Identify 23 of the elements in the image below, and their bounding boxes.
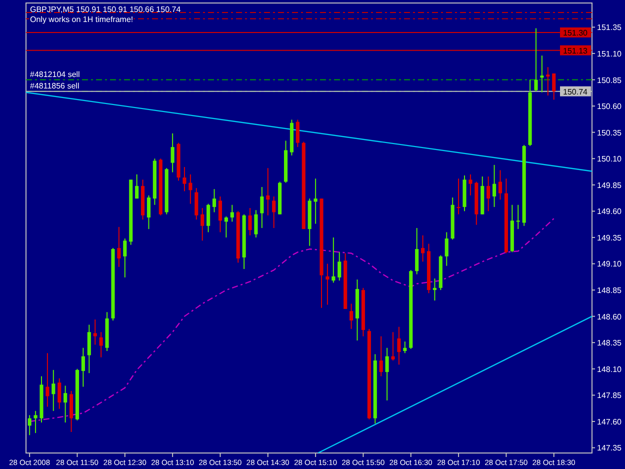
ref-line-label: #4812104 sell: [30, 70, 80, 79]
y-tick-label: 149.85: [597, 180, 622, 190]
ref-line-label: 151.13: [563, 46, 588, 56]
y-tick-label: 151.35: [597, 23, 622, 32]
y-tick-label: 148.35: [597, 338, 622, 348]
y-tick-label: 148.60: [597, 312, 622, 322]
ref-line-label: 150.74: [563, 87, 588, 96]
chart-title: GBPJPY,M5 150.91 150.91 150.66 150.74: [30, 5, 182, 14]
y-tick-label: 147.35: [597, 444, 622, 453]
y-tick-label: 147.60: [597, 417, 622, 426]
y-tick-label: 151.10: [597, 49, 622, 58]
y-tick-label: 149.10: [597, 260, 622, 269]
y-tick-label: 148.85: [597, 286, 622, 296]
y-tick-label: 148.10: [597, 364, 622, 374]
y-tick-label: 149.60: [597, 207, 622, 216]
y-tick-label: 150.85: [597, 76, 622, 85]
y-tick-label: 150.35: [597, 128, 622, 138]
y-tick-label: 149.35: [597, 233, 622, 242]
ref-line-label: #4811856 sell: [30, 81, 80, 90]
y-tick-label: 150.10: [597, 154, 622, 164]
y-tick-label: 147.85: [597, 391, 622, 400]
y-tick-label: 150.60: [597, 102, 622, 112]
ref-line-label: 151.30: [563, 28, 588, 38]
